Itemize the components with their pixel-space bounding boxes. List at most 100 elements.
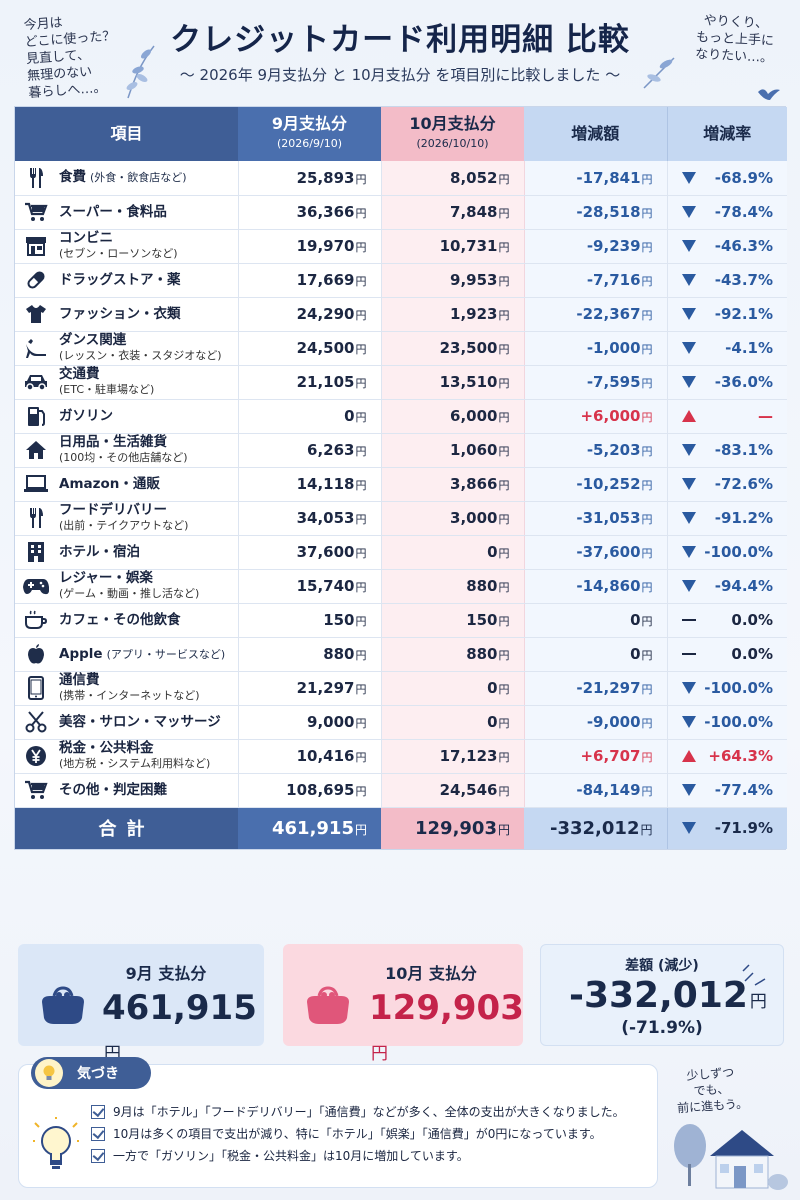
category-note: (アプリ・サービスなど) [106,647,226,661]
coffee-cup-icon [23,609,49,631]
difference-amount: -9,000円 [524,705,667,740]
fuel-pump-icon [23,405,49,427]
fork-knife-icon [23,167,49,189]
category-name: 美容・サロン・マッサージ [59,713,221,730]
table-row: 税金・公共料金 (地方税・システム利用料など) 10,416円 17,123円 +6,7… [15,739,787,774]
arrow-down-icon [681,274,696,286]
rate-cell: -4.1% [666,331,787,366]
category-name: その他・判定困難 [59,781,167,798]
header-rate: 増減率 [666,107,787,161]
difference-amount: -21,297円 [524,671,667,706]
difference-amount: -10,252円 [524,467,667,502]
category-note: (外食・飲食店など) [90,171,187,185]
rate-value: -100.0% [704,679,773,697]
difference-amount: -14,860円 [524,569,667,604]
leaf-decoration-icon [126,45,155,99]
category-name: コンビニ [59,230,113,246]
checkbox-icon [91,1127,105,1141]
category-cell: ダンス関連 (レッスン・衣装・スタジオなど) [15,331,239,366]
summary-difference-rate: (-71.9%) [621,1018,703,1038]
rate-cell: -100.0% [666,535,787,570]
october-amount: 3,000円 [381,501,525,536]
lightbulb-icon [35,1059,63,1087]
october-amount: 880円 [381,569,525,604]
arrow-down-icon [681,206,696,218]
september-amount: 24,500円 [238,331,382,366]
table-row: ドラッグストア・薬 17,669円 9,953円 -7,716円 -43.7% [15,263,787,298]
rate-value: +64.3% [708,747,773,765]
leaf-decoration-icon [643,57,675,89]
category-name: レジャー・娯楽 [59,570,153,586]
total-label: 合計 [15,807,238,849]
arrow-down-icon [681,512,696,524]
difference-amount: -37,600円 [524,535,667,570]
house-icon [23,439,49,461]
purse-icon [42,986,84,1024]
september-amount: 21,105円 [238,365,382,400]
total-september: 461,915円 [238,807,381,849]
rate-cell: -83.1% [666,433,787,468]
category-sub: (レッスン・衣装・スタジオなど) [59,349,222,362]
rate-value: -68.9% [714,168,773,187]
october-amount: 150円 [381,603,525,638]
september-amount: 24,290円 [238,297,382,332]
bird-icon [758,89,780,100]
table-row: ダンス関連 (レッスン・衣装・スタジオなど) 24,500円 23,500円 -1,00… [15,331,787,366]
category-cell: ファッション・衣類 [15,297,239,332]
arrow-up-icon [681,750,696,762]
total-difference: -332,012円 [524,807,667,849]
rate-cell: -68.9% [666,161,787,196]
summary-october-amount: 129,903円 [369,988,524,1064]
difference-amount: -84,149円 [524,773,667,808]
dash-icon [681,619,696,621]
rate-cell: -100.0% [666,705,787,740]
category-name: 日用品・生活雑貨 [59,434,167,450]
tshirt-icon [23,303,49,325]
summary-october-label: 10月 支払分 [385,964,477,983]
corner-note-right: やりくり、 もっと上手に なりたい…。 [694,13,775,67]
category-sub: (ゲーム・動画・推し活など) [59,587,200,600]
page-subtitle: 〜 2026年 9月支払分 と 10月支払分 を項目別に比較しました 〜 [179,66,621,84]
category-cell: その他・判定困難 [15,773,239,808]
category-cell: コンビニ (セブン・ローソンなど) [15,229,239,264]
heel-shoe-icon [23,337,49,359]
table-row: レジャー・娯楽 (ゲーム・動画・推し活など) 15,740円 880円 -14,860円… [15,569,787,604]
category-name: 食費 [59,169,86,186]
table-header-row: 項目 9月支払分 (2026/9/10) 10月支払分 (2026/10/10) 増… [15,107,787,161]
rate-value: -77.4% [714,781,773,799]
rate-value: -36.0% [714,373,773,391]
category-name: ダンス関連 [59,332,127,348]
insight-item: 9月は「ホテル」「フードデリバリー」「通信費」などが多く、全体の支出が大きくなり… [91,1101,625,1123]
header-difference: 増減額 [524,107,667,161]
difference-amount: -31,053円 [524,501,667,536]
october-amount: 7,848円 [381,195,525,230]
purse-icon [307,986,349,1024]
table-row: フードデリバリー (出前・テイクアウトなど) 34,053円 3,000円 -31,05… [15,501,787,536]
header-september: 9月支払分 (2026/9/10) [238,107,381,161]
september-amount: 37,600円 [238,535,382,570]
category-name: フードデリバリー [59,502,167,518]
rate-cell: -91.2% [666,501,787,536]
category-cell: レジャー・娯楽 (ゲーム・動画・推し活など) [15,569,239,604]
rate-value: -78.4% [714,203,773,221]
house-illustration-icon [674,1124,788,1190]
october-amount: 10,731円 [381,229,525,264]
category-cell: 通信費 (携帯・インターネットなど) [15,671,239,706]
table-row: ファッション・衣類 24,290円 1,923円 -22,367円 -92.1% [15,297,787,332]
rate-value: -91.2% [714,509,773,527]
october-amount: 24,546円 [381,773,525,808]
rate-value: -100.0% [704,543,773,561]
category-name: Amazon・通販 [59,475,160,492]
category-cell: フードデリバリー (出前・テイクアウトなど) [15,501,239,536]
rate-cell: 0.0% [666,603,787,638]
difference-amount: -1,000円 [524,331,667,366]
gamepad-icon [23,575,49,597]
insight-item: 10月は多くの項目で支出が減り、特に「ホテル」「娯楽」「通信費」が0円になってい… [91,1123,625,1145]
september-amount: 36,366円 [238,195,382,230]
difference-amount: -22,367円 [524,297,667,332]
september-amount: 108,695円 [238,773,382,808]
table-row: 交通費 (ETC・駐車場など) 21,105円 13,510円 -7,595円 -36.0… [15,365,787,400]
page-title: クレジットカード利用明細 比較 [170,22,630,58]
september-amount: 19,970円 [238,229,382,264]
rate-cell: -77.4% [666,773,787,808]
